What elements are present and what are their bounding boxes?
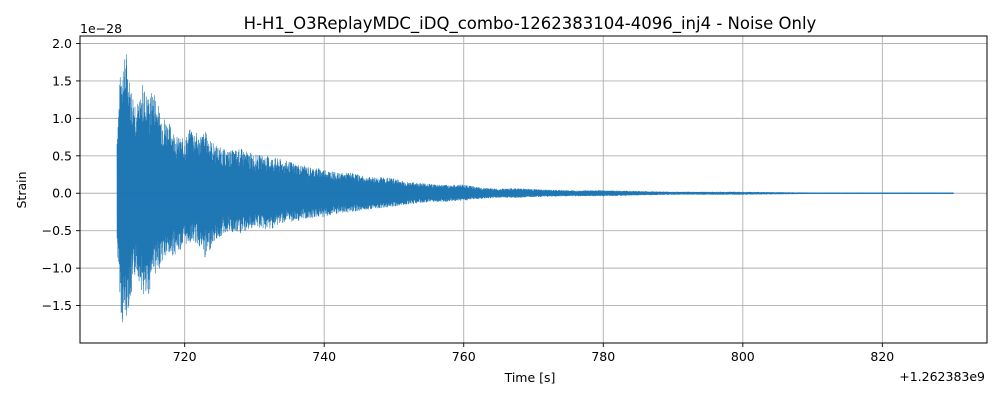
y-tick-label: −1.0	[42, 261, 72, 276]
series-layer	[116, 54, 954, 323]
y-axis-label: Strain	[14, 171, 29, 208]
y-exponent-label: 1e−28	[80, 21, 122, 36]
y-tick-label: 1.0	[52, 111, 72, 126]
x-axis-label: Time [s]	[504, 370, 556, 385]
y-tick-label: 2.0	[52, 36, 72, 51]
x-tick-label: 800	[731, 349, 755, 364]
ticks: 720 740 760 780 800 820 −1.5 −1.0 −0.5 0.0 0.5 1.0 1…	[42, 36, 895, 364]
plot-frame	[79, 35, 988, 344]
x-tick-label: 720	[173, 349, 197, 364]
y-tick-label: 1.5	[52, 73, 72, 88]
y-tick-label: −1.5	[42, 298, 72, 313]
chart-title: H-H1_O3ReplayMDC_iDQ_combo-1262383104-40…	[244, 14, 817, 34]
x-tick-label: 740	[312, 349, 336, 364]
x-tick-label: 820	[870, 349, 894, 364]
y-tick-label: −0.5	[42, 223, 72, 238]
x-tick-label: 760	[452, 349, 476, 364]
y-tick-label: 0.0	[52, 186, 72, 201]
x-offset-label: +1.262383e9	[899, 369, 985, 384]
y-tick-label: 0.5	[52, 148, 72, 163]
x-tick-label: 780	[591, 349, 615, 364]
